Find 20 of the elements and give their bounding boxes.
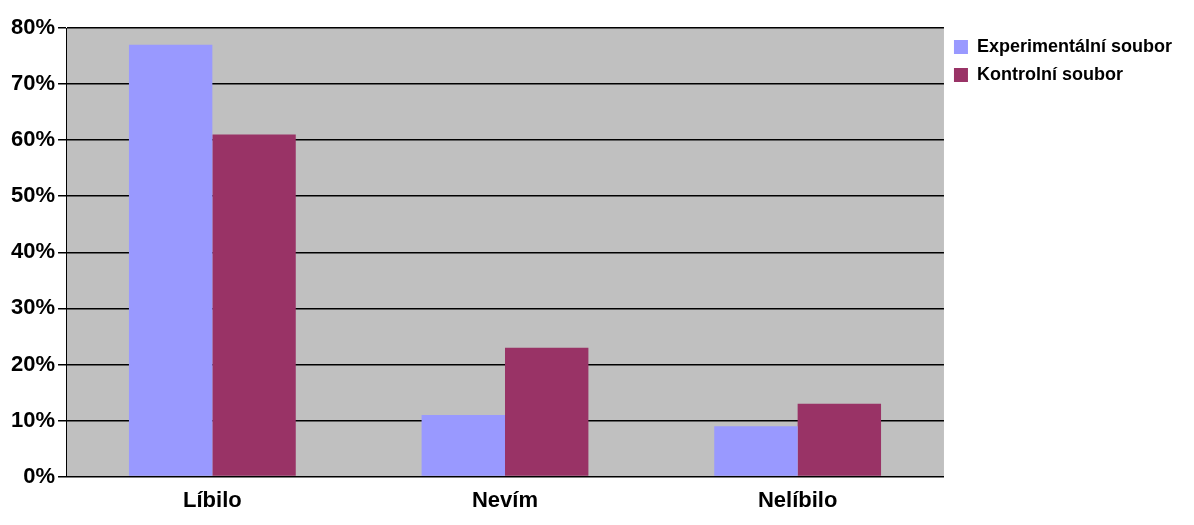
y-tick-label: 70% <box>10 70 56 96</box>
x-tick-label: Nevím <box>471 486 539 512</box>
y-tick-label: 0% <box>23 462 56 488</box>
x-tick-label: Líbilo <box>183 486 242 512</box>
bar <box>505 347 589 476</box>
bar <box>421 414 505 476</box>
y-tick-label: 50% <box>10 182 56 208</box>
legend-label: Kontrolní soubor <box>976 63 1123 84</box>
y-tick-label: 20% <box>10 350 56 376</box>
bar <box>797 403 882 476</box>
bar <box>212 134 296 476</box>
legend-label: Experimentální soubor <box>976 35 1173 56</box>
y-tick-label: 60% <box>10 126 56 152</box>
y-tick-label: 10% <box>10 406 56 432</box>
bar <box>128 44 213 476</box>
x-tick-label: Nelíbilo <box>757 486 838 512</box>
y-tick-label: 40% <box>10 238 56 264</box>
y-tick-label: 80% <box>10 14 56 40</box>
y-tick-label: 30% <box>10 294 56 320</box>
bar <box>714 426 798 476</box>
